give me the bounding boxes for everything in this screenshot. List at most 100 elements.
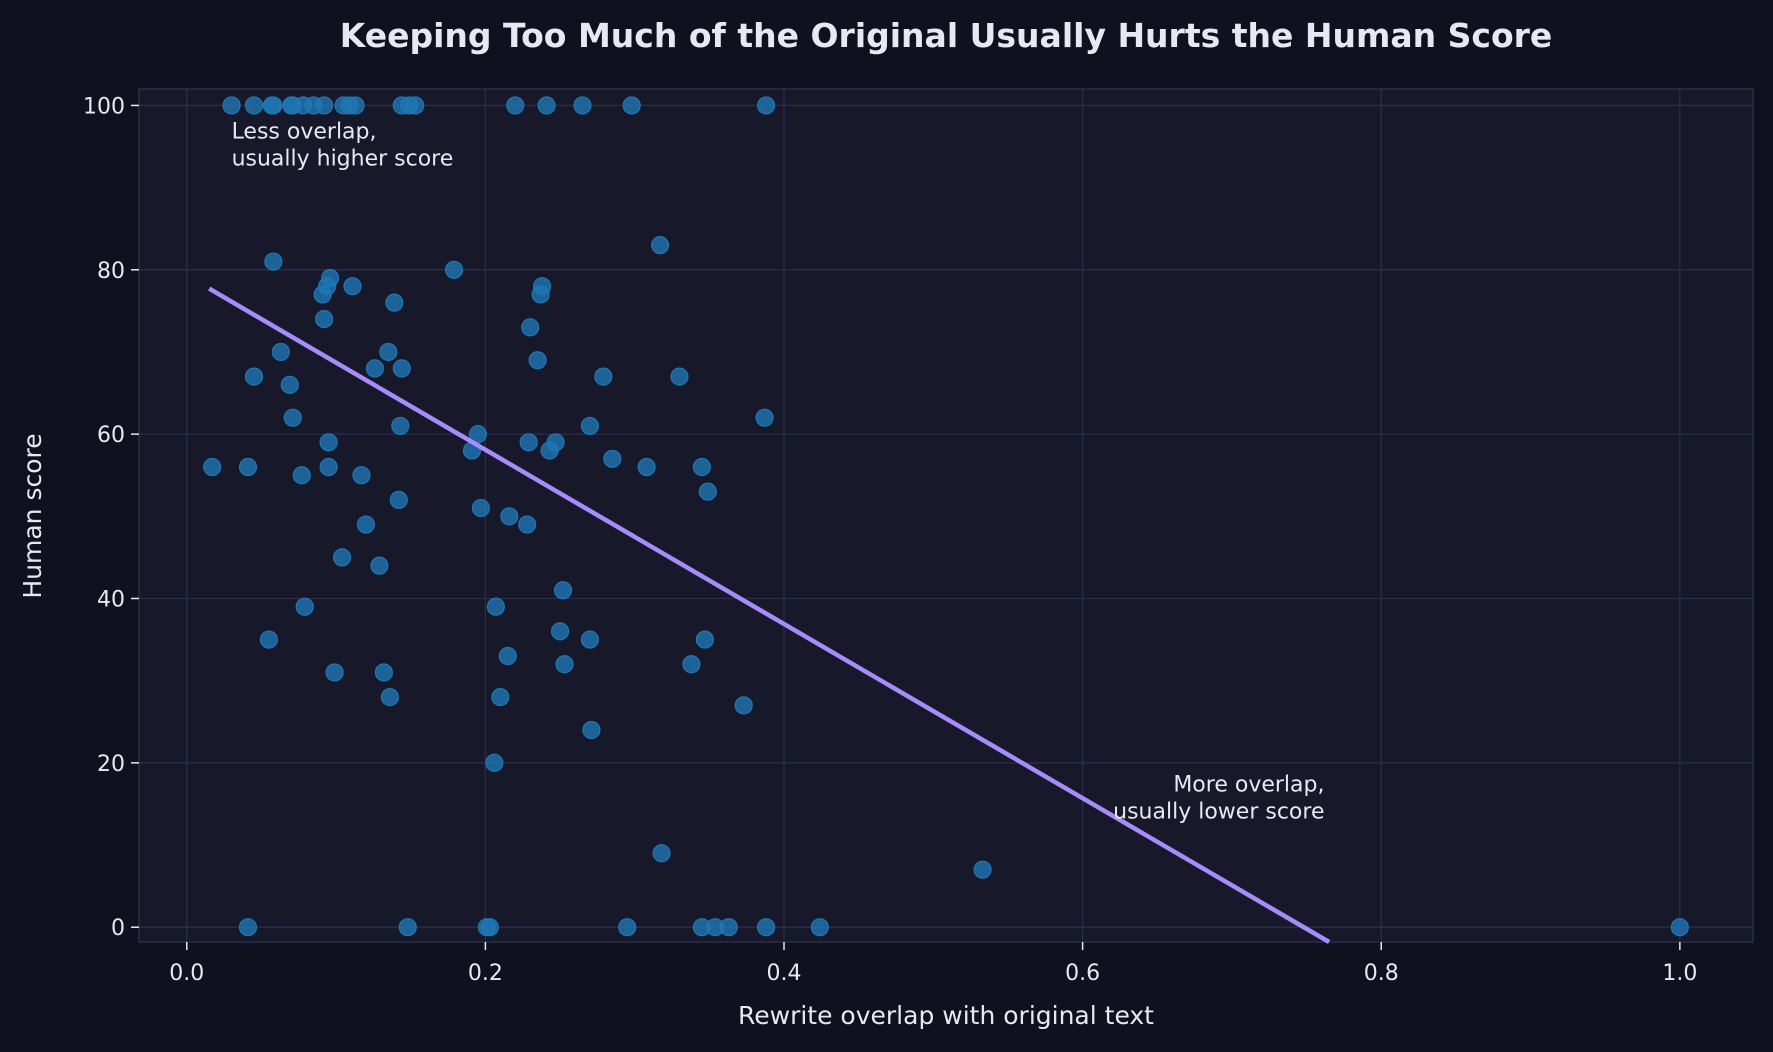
y-tick-label: 80 <box>97 259 125 284</box>
data-point <box>637 457 656 477</box>
data-point <box>734 696 753 715</box>
data-point <box>719 918 738 937</box>
data-point <box>280 375 299 394</box>
data-point <box>468 425 488 444</box>
data-point <box>491 688 510 707</box>
data-point <box>325 663 344 682</box>
data-point <box>259 630 278 649</box>
data-point <box>370 556 389 575</box>
data-point <box>292 466 311 485</box>
annotations: Less overlap,usually higher score More ov… <box>232 119 1325 824</box>
data-point <box>521 318 540 337</box>
y-tick-label: 60 <box>97 423 125 448</box>
data-point <box>594 367 613 386</box>
data-point <box>380 688 399 707</box>
x-tick-label: 0.8 <box>1364 961 1399 986</box>
data-point <box>485 753 504 772</box>
grid <box>139 89 1753 942</box>
data-point <box>264 96 283 115</box>
x-tick-label: 0.4 <box>767 961 802 986</box>
data-point <box>695 630 714 649</box>
data-point <box>244 96 264 115</box>
data-point <box>756 96 776 115</box>
data-point <box>203 457 222 477</box>
data-point <box>332 548 352 567</box>
data-point <box>582 720 601 740</box>
ticks: 0.0 0.2 0.4 0.6 0.8 1.0 0 20 40 60 80 100 <box>83 94 1697 986</box>
data-point <box>546 433 565 452</box>
data-point <box>553 581 573 600</box>
y-tick-label: 0 <box>111 916 125 941</box>
x-tick-label: 0.2 <box>468 961 503 986</box>
data-point <box>271 342 290 362</box>
data-point <box>398 918 417 937</box>
data-point <box>346 96 365 115</box>
data-point <box>506 96 525 115</box>
chart-title: Keeping Too Much of the Original Usually… <box>340 16 1553 55</box>
data-point <box>385 293 404 312</box>
x-tick-label: 1.0 <box>1662 961 1697 986</box>
data-point <box>498 646 517 666</box>
y-axis-label: Human score <box>18 433 47 598</box>
data-point <box>550 622 570 641</box>
data-point <box>313 285 332 304</box>
data-point <box>573 96 592 115</box>
data-point <box>555 655 574 674</box>
data-point <box>374 663 393 682</box>
data-point <box>537 96 556 115</box>
data-point <box>379 342 398 362</box>
data-point <box>244 367 264 386</box>
data-point <box>238 457 258 477</box>
data-point <box>518 515 537 534</box>
data-point <box>343 277 362 296</box>
data-point <box>444 260 464 279</box>
data-point <box>392 359 411 378</box>
data-point <box>692 457 711 477</box>
plot-area <box>138 88 1754 943</box>
data-point <box>352 466 371 485</box>
data-point <box>500 507 519 526</box>
data-point <box>670 367 689 386</box>
data-point <box>603 449 622 468</box>
data-point <box>486 597 505 616</box>
x-tick-label: 0.6 <box>1065 961 1100 986</box>
data-point <box>650 236 670 255</box>
data-point <box>391 416 410 436</box>
annotation-line: usually higher score <box>232 146 454 171</box>
annotation-line: usually lower score <box>1113 800 1324 825</box>
trend-line <box>208 286 1331 944</box>
data-point <box>756 918 776 937</box>
data-point <box>356 515 376 534</box>
data-point <box>315 96 334 115</box>
data-point <box>365 359 385 378</box>
data-point <box>698 482 717 501</box>
data-point <box>319 433 338 452</box>
x-axis-label: Rewrite overlap with original text <box>738 1001 1154 1030</box>
data-point <box>264 252 283 271</box>
y-tick-label: 20 <box>97 752 125 777</box>
data-point <box>319 457 338 477</box>
data-point <box>238 918 258 937</box>
data-point <box>810 918 829 937</box>
x-tick-label: 0.0 <box>169 961 204 986</box>
annotation-line: More overlap, <box>1173 773 1324 798</box>
data-point <box>580 416 600 436</box>
data-point <box>222 96 241 115</box>
data-point <box>622 96 641 115</box>
data-point <box>618 918 637 937</box>
data-point <box>682 655 701 674</box>
data-point <box>580 630 600 649</box>
data-point <box>295 597 314 616</box>
data-point <box>406 96 425 115</box>
data-point <box>973 860 992 879</box>
data-point <box>652 844 671 863</box>
points <box>203 96 1689 937</box>
data-point <box>755 408 774 427</box>
y-tick-label: 40 <box>97 587 125 612</box>
data-point <box>1670 918 1689 937</box>
data-point <box>480 918 499 937</box>
data-point <box>528 351 547 370</box>
data-point <box>389 490 408 509</box>
data-point <box>315 309 334 329</box>
